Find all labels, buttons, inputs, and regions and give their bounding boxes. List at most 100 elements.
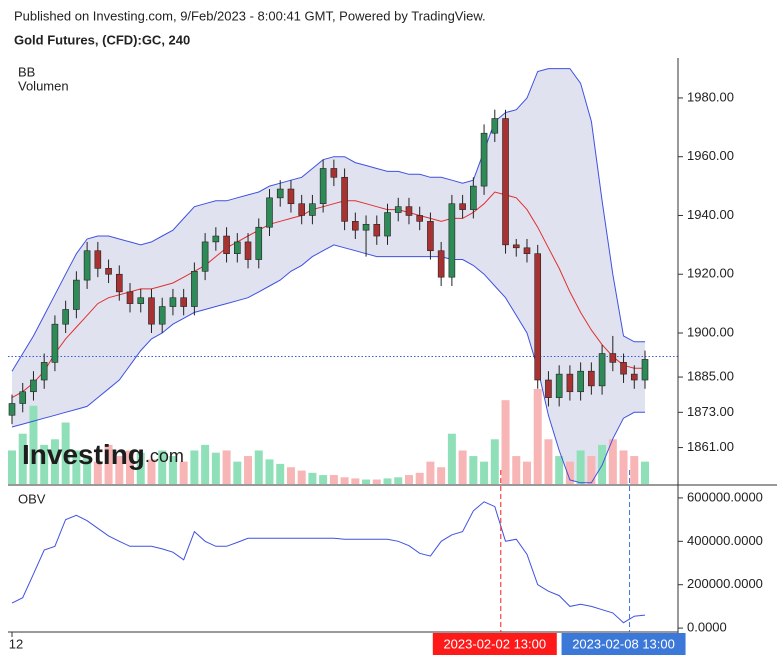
candle-body bbox=[470, 185, 477, 210]
obv-label: OBV bbox=[18, 491, 46, 506]
candle-body bbox=[8, 403, 16, 416]
candle-body bbox=[362, 223, 370, 231]
volume-bar bbox=[437, 467, 446, 484]
candle-body bbox=[459, 203, 466, 210]
candle-body bbox=[148, 297, 155, 325]
volume-bar bbox=[587, 456, 596, 484]
volume-bar bbox=[254, 450, 263, 484]
volume-bar bbox=[351, 478, 360, 484]
candle-body bbox=[19, 391, 27, 404]
volume-bar bbox=[93, 461, 102, 484]
volume-bar bbox=[126, 450, 135, 484]
volume-bar bbox=[168, 456, 177, 484]
volume-bar bbox=[61, 422, 70, 484]
candle-body bbox=[223, 235, 230, 254]
volume-bar bbox=[190, 450, 199, 484]
volume-bar bbox=[40, 444, 49, 484]
bb-label: BB bbox=[18, 64, 35, 79]
candle-body bbox=[255, 226, 263, 260]
candle-body bbox=[244, 241, 252, 260]
candle-body bbox=[276, 188, 284, 199]
candle-body bbox=[191, 270, 198, 307]
candle-body bbox=[609, 353, 617, 363]
volume-bar bbox=[383, 478, 392, 484]
candle-body bbox=[620, 362, 627, 375]
logo-name: Investing bbox=[22, 439, 145, 470]
chart-title: Gold Futures, (CFD):GC, 240 bbox=[14, 32, 190, 47]
candle-body bbox=[427, 221, 434, 252]
volume-bar bbox=[286, 467, 295, 484]
candle-body bbox=[40, 362, 48, 381]
candle-body bbox=[352, 221, 359, 231]
candle-body bbox=[51, 323, 59, 363]
candle-body bbox=[126, 291, 134, 304]
candle-body bbox=[555, 373, 563, 398]
candle-body bbox=[523, 247, 531, 254]
volume-bar bbox=[158, 450, 167, 484]
candle-body bbox=[545, 379, 552, 398]
candle-body bbox=[137, 297, 145, 304]
candle-body bbox=[512, 244, 520, 249]
candle-body bbox=[480, 132, 488, 187]
volume-bar bbox=[72, 450, 81, 484]
candle-body bbox=[566, 373, 574, 393]
volume-bar bbox=[276, 463, 285, 484]
candle-body bbox=[73, 279, 80, 310]
candle-body bbox=[341, 176, 348, 222]
candle-body bbox=[384, 212, 391, 237]
volume-bar bbox=[297, 470, 306, 484]
candle-body bbox=[266, 197, 273, 228]
candle-body bbox=[373, 223, 381, 237]
volume-bar bbox=[329, 475, 338, 484]
obv-plot bbox=[11, 501, 646, 624]
candle-body bbox=[158, 306, 166, 325]
volume-bar bbox=[555, 456, 564, 484]
candle-body bbox=[234, 241, 241, 254]
volume-bar bbox=[179, 461, 188, 484]
axes: 1980.00 1960.00 1940.00 1920.00 1900.00 1885.… bbox=[8, 58, 777, 655]
header: Published on Investing.com, 9/Feb/2023 -… bbox=[14, 8, 486, 23]
logo: Investing.com bbox=[22, 439, 184, 470]
candle-body bbox=[416, 215, 423, 222]
candle-body bbox=[30, 379, 37, 393]
y-tick-label: 1960.00 bbox=[687, 148, 734, 163]
volume-bar bbox=[104, 444, 113, 484]
volume-bar bbox=[469, 456, 478, 484]
y-tick-label: 0.0000 bbox=[687, 620, 727, 635]
volume-bar bbox=[340, 477, 349, 484]
volume-bar bbox=[8, 450, 16, 484]
volume-bar bbox=[641, 461, 649, 484]
volume-bar bbox=[458, 450, 467, 484]
logo-suffix: .com bbox=[145, 446, 184, 466]
volume-bar bbox=[630, 456, 639, 484]
volume-bar bbox=[362, 479, 371, 484]
volume-bar bbox=[619, 450, 628, 484]
volume-bar bbox=[480, 461, 489, 484]
volume-bar bbox=[50, 439, 59, 484]
candle-body bbox=[319, 168, 327, 205]
candle-body bbox=[298, 203, 305, 216]
candle-body bbox=[630, 373, 638, 381]
volume-bar bbox=[490, 439, 499, 484]
candle-body bbox=[169, 297, 177, 307]
bb-basis bbox=[11, 191, 645, 399]
y-tick-label: 1900.00 bbox=[687, 324, 734, 339]
candle-body bbox=[287, 188, 295, 205]
volume-bar bbox=[394, 477, 403, 484]
candle-body bbox=[394, 206, 402, 213]
volume-bar bbox=[501, 400, 510, 484]
candle-body bbox=[641, 359, 649, 381]
candle-body bbox=[502, 118, 509, 246]
y-tick-label: 400000.0000 bbox=[687, 533, 763, 548]
volume-bar bbox=[222, 450, 231, 484]
volume-bar bbox=[576, 450, 585, 484]
candle-body bbox=[598, 353, 606, 387]
candle-body bbox=[330, 168, 338, 178]
y-tick-label: 1980.00 bbox=[687, 89, 734, 104]
y-tick-label: 1920.00 bbox=[687, 266, 734, 281]
volume-bar bbox=[522, 461, 531, 484]
y-tick-label: 600000.0000 bbox=[687, 489, 763, 504]
candle-body bbox=[448, 203, 456, 278]
crosshair-label-bg bbox=[561, 633, 686, 655]
